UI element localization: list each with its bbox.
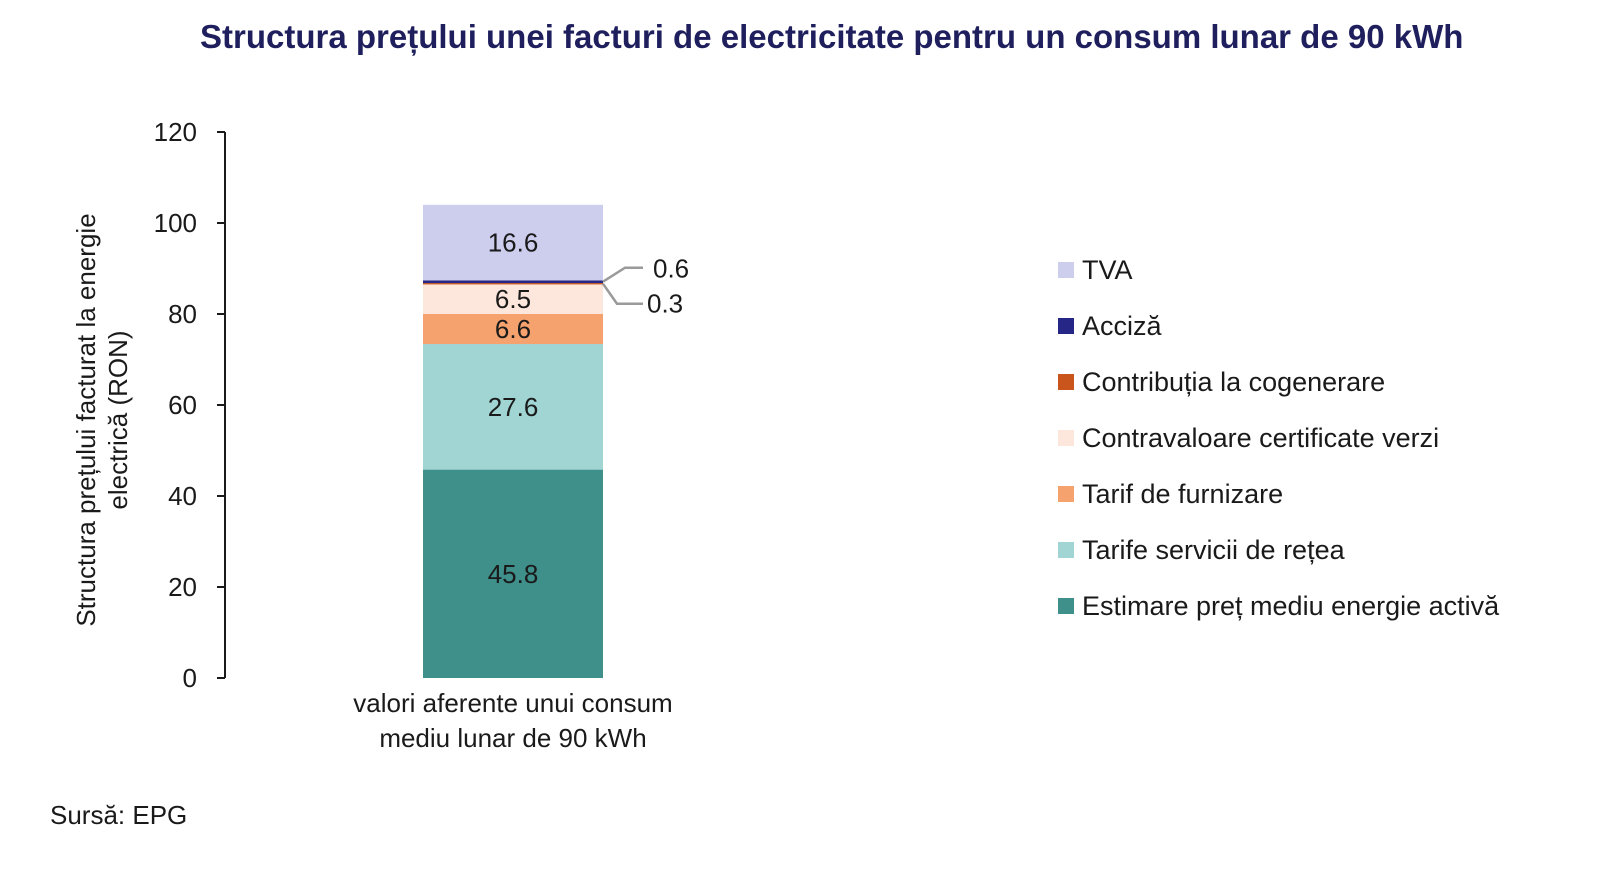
legend-label: Tarif de furnizare xyxy=(1082,478,1284,509)
chart-legend: TVA Acciză Contribuția la cogenerare Contra… xyxy=(1058,242,1499,634)
y-tick-label: 60 xyxy=(168,390,197,420)
y-axis-title: electrică (RON) xyxy=(103,330,133,509)
data-label-tarif-de-furnizare: 6.6 xyxy=(495,314,531,344)
legend-label: Acciză xyxy=(1082,310,1162,341)
legend-swatch xyxy=(1058,318,1074,334)
bar-segment-acciza xyxy=(423,280,603,284)
y-tick-label: 40 xyxy=(168,481,197,511)
legend-item-contributia-la-cogenerare: Contribuția la cogenerare xyxy=(1058,354,1499,410)
bar-segment-estimare-pret-mediu-energie-activa xyxy=(423,469,603,678)
data-label-estimare-pret-mediu-energie-activa: 45.8 xyxy=(488,559,539,589)
legend-swatch xyxy=(1058,430,1074,446)
data-label-tva: 16.6 xyxy=(488,228,539,258)
y-tick-label: 0 xyxy=(183,663,197,693)
legend-label: Tarife servicii de rețea xyxy=(1082,534,1345,565)
y-tick-label: 80 xyxy=(168,299,197,329)
legend-label: TVA xyxy=(1082,254,1133,285)
legend-swatch xyxy=(1058,262,1074,278)
y-tick-label: 120 xyxy=(154,117,197,147)
bar-segment-contributia-la-cogenerare xyxy=(423,283,603,285)
y-tick-label: 20 xyxy=(168,572,197,602)
x-category-label: mediu lunar de 90 kWh xyxy=(379,723,646,753)
legend-item-tva: TVA xyxy=(1058,242,1499,298)
y-tick-label: 100 xyxy=(154,208,197,238)
callout-line-contributia-la-cogenerare xyxy=(601,283,643,305)
bar-segment-tva xyxy=(423,204,603,281)
legend-item-estimare-pret-mediu-energie-activa: Estimare preț mediu energie activă xyxy=(1058,578,1499,634)
legend-label: Contribuția la cogenerare xyxy=(1082,366,1386,397)
legend-item-contravaloare-certificate-verzi: Contravaloare certificate verzi xyxy=(1058,410,1499,466)
legend-label: Contravaloare certificate verzi xyxy=(1082,422,1440,453)
data-label-contributia-la-cogenerare: 0.3 xyxy=(647,289,683,319)
x-category-label: valori aferente unui consum xyxy=(353,688,672,718)
bar-segment-tarif-de-furnizare xyxy=(423,314,603,345)
legend-item-tarif-de-furnizare: Tarif de furnizare xyxy=(1058,466,1499,522)
y-axis-title: Structura prețului facturat la energie xyxy=(71,213,101,626)
legend-item-acciza: Acciză xyxy=(1058,298,1499,354)
legend-swatch xyxy=(1058,374,1074,390)
legend-item-tarife-servicii-de-retea: Tarife servicii de rețea xyxy=(1058,522,1499,578)
source-note: Sursă: EPG xyxy=(50,800,188,830)
data-label-acciza: 0.6 xyxy=(653,254,689,284)
data-label-tarife-servicii-de-retea: 27.6 xyxy=(488,392,539,422)
bar-segment-contravaloare-certificate-verzi xyxy=(423,284,603,314)
legend-swatch xyxy=(1058,486,1074,502)
chart-title: Structura prețului unei facturi de elect… xyxy=(200,18,1464,55)
callout-line-acciza xyxy=(602,266,643,283)
data-label-contravaloare-certificate-verzi: 6.5 xyxy=(495,284,531,314)
legend-swatch xyxy=(1058,542,1074,558)
bar-segment-tarife-servicii-de-retea xyxy=(423,344,603,470)
legend-swatch xyxy=(1058,598,1074,614)
legend-label: Estimare preț mediu energie activă xyxy=(1082,590,1500,621)
